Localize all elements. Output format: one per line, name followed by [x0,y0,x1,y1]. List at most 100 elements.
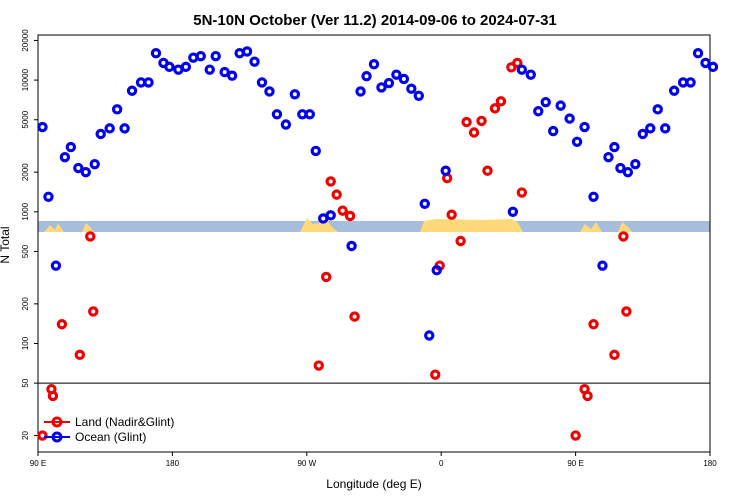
ocean-point [579,121,590,133]
ocean-point [143,77,154,88]
ocean-point [376,82,387,93]
ocean-point [226,70,238,81]
ocean-point [264,86,275,97]
legend-item-ocean: Ocean (Glint) [44,430,146,444]
y-tick-label: 500 [21,244,30,258]
ocean-point [210,50,221,62]
ocean-point [111,104,123,115]
ocean-point [346,240,357,252]
ocean-point [368,59,380,70]
land-point [570,430,581,441]
legend-label-land: Land (Nadir&Glint) [75,415,174,429]
ocean-point [119,123,130,134]
land-mass-3 [420,219,523,233]
y-tick-label: 2000 [21,163,30,181]
land-point [588,319,599,330]
x-tick-label: 90 W [297,459,316,468]
y-tick-label: 1000 [21,202,30,220]
ocean-point [219,66,230,78]
ocean-point [525,69,537,80]
legend-marker-land [51,416,63,428]
land-point [47,390,59,402]
x-tick-label: 180 [703,459,717,468]
ocean-point [280,119,292,130]
plot-frame [37,34,711,453]
legend-item-land: Land (Nadir&Glint) [44,415,174,429]
land-point [430,369,441,380]
ocean-point [164,61,175,73]
land-mass-5 [618,222,632,233]
ocean-point [150,48,162,59]
land-point [609,349,620,361]
y-tick-label: 50 [21,378,30,387]
land-point [331,189,342,200]
ocean-point [692,48,704,59]
land-point [455,235,466,247]
ocean-point [540,96,551,108]
ocean-point [588,191,599,202]
ocean-point [80,166,91,178]
ocean-point [73,162,84,174]
land-point [313,360,324,371]
ocean-point [398,73,410,85]
ocean-point [126,85,138,96]
ocean-point [603,151,614,163]
legend-marker-ocean [51,431,63,443]
land-point [344,210,356,222]
ocean-point [325,210,336,221]
x-tick-label: 180 [166,459,180,468]
y-tick-label: 5000 [21,110,30,128]
ocean-point [622,166,634,178]
y-tick-label: 20000 [21,29,30,52]
chart-title: 5N-10N October (Ver 11.2) 2014-09-06 to … [193,12,557,29]
ocean-point [355,86,366,97]
ocean-point [383,77,395,89]
ocean-point [249,56,260,67]
x-axis-title: Longitude (deg E) [326,477,421,491]
ocean-point [533,106,544,117]
ocean-point [564,113,575,124]
ocean-point [630,158,641,170]
ocean-point [104,123,115,134]
ocean-point [43,191,54,202]
ocean-point [50,260,62,271]
land-point [476,115,487,127]
land-mass-1 [82,223,94,233]
ocean-band [38,221,710,233]
ocean-point [507,206,519,217]
ocean-point [424,330,435,341]
land-point [37,430,48,441]
ocean-point [241,46,253,57]
ocean-point [89,158,100,170]
land-point [482,165,493,176]
land-point [461,116,472,128]
y-tick-label: 200 [21,297,30,311]
x-tick-label: 90 E [30,459,46,468]
x-axis: 90 E 180 90 W 0 90 E 180 [30,452,717,468]
land-point [74,349,86,361]
ocean-point [361,71,372,82]
land-point [618,231,629,242]
ocean-point [652,104,663,115]
ocean-point [637,128,649,140]
land-mass-2 [300,218,338,233]
ocean-point [516,64,528,75]
x-tick-label: 0 [439,459,444,468]
ocean-point [65,141,77,153]
ocean-point [95,128,106,140]
land-point [621,306,632,317]
ocean-point [660,123,671,134]
y-tick-label: 20 [21,431,30,440]
land-point [512,57,523,69]
ocean-point [37,121,48,133]
legend-label-ocean: Ocean (Glint) [75,430,146,444]
ocean-point [597,260,608,271]
ocean-point [310,145,321,157]
ocean-point [431,265,442,276]
ocean-point [391,69,402,80]
land-mass-4 [580,222,602,233]
ocean-point [440,165,451,176]
land-point [582,390,593,402]
land-point [349,311,360,322]
